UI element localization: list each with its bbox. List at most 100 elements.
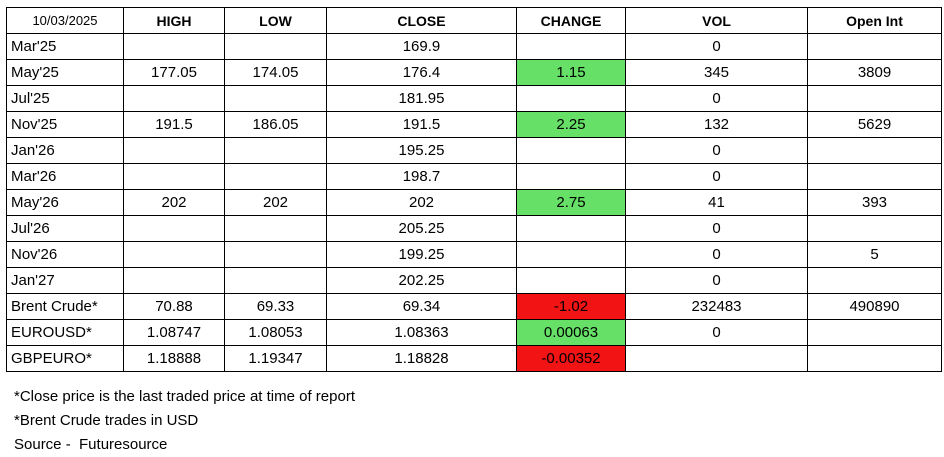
table-row: Brent Crude* 70.88 69.33 69.34 -1.02 232483 49… [6,293,942,320]
cell-change: -0.00352 [516,345,626,372]
cell-close: 195.25 [326,137,517,164]
cell-vol: 232483 [625,293,808,320]
table-row: May'26 202 202 202 2.75 41 393 [6,189,942,216]
cell-high: 1.08747 [123,319,225,346]
cell-vol: 0 [625,267,808,294]
cell-open-int [807,267,942,294]
header-low: LOW [224,7,327,34]
table-row: Mar'25 169.9 0 [6,33,942,60]
header-row: 10/03/2025 HIGH LOW CLOSE CHANGE VOL Ope… [6,7,942,34]
cell-low: 69.33 [224,293,327,320]
cell-vol: 0 [625,319,808,346]
cell-close: 191.5 [326,111,517,138]
cell-open-int: 3809 [807,59,942,86]
cell-open-int: 490890 [807,293,942,320]
cell-change [516,267,626,294]
table-body: Mar'25 169.9 0 May'25 177.05 174.05 176.4 1.15 3… [6,33,942,372]
cell-high: 177.05 [123,59,225,86]
cell-change [516,215,626,242]
cell-open-int [807,319,942,346]
cell-open-int: 5629 [807,111,942,138]
cell-close: 169.9 [326,33,517,60]
cell-contract: Brent Crude* [6,293,124,320]
cell-vol: 0 [625,137,808,164]
cell-high [123,163,225,190]
footnote-brent-usd: *Brent Crude trades in USD [14,412,199,429]
cell-close: 199.25 [326,241,517,268]
table-row: EUROUSD* 1.08747 1.08053 1.08363 0.00063 0 [6,319,942,346]
cell-close: 1.18828 [326,345,517,372]
cell-vol: 0 [625,241,808,268]
table-row: Jan'26 195.25 0 [6,137,942,164]
cell-vol: 345 [625,59,808,86]
cell-change: 0.00063 [516,319,626,346]
cell-high: 70.88 [123,293,225,320]
cell-change: 2.25 [516,111,626,138]
cell-high: 191.5 [123,111,225,138]
cell-vol: 0 [625,163,808,190]
cell-contract: Mar'26 [6,163,124,190]
header-open-int: Open Int [807,7,942,34]
cell-close: 1.08363 [326,319,517,346]
cell-vol: 0 [625,33,808,60]
table-row: Mar'26 198.7 0 [6,163,942,190]
cell-change [516,163,626,190]
cell-contract: May'26 [6,189,124,216]
cell-low: 174.05 [224,59,327,86]
cell-change [516,241,626,268]
cell-open-int: 393 [807,189,942,216]
cell-high [123,137,225,164]
cell-high [123,215,225,242]
cell-low [224,33,327,60]
cell-vol [625,345,808,372]
footnote-source: Source - Futuresource [14,436,168,453]
cell-high [123,241,225,268]
futures-table-container: 10/03/2025 HIGH LOW CLOSE CHANGE VOL Ope… [6,7,942,372]
cell-contract: Mar'25 [6,33,124,60]
cell-high: 1.18888 [123,345,225,372]
futures-price-table: 10/03/2025 HIGH LOW CLOSE CHANGE VOL Ope… [6,7,942,372]
table-row: May'25 177.05 174.05 176.4 1.15 345 3809 [6,59,942,86]
cell-vol: 132 [625,111,808,138]
cell-high [123,85,225,112]
cell-open-int [807,137,942,164]
cell-change [516,137,626,164]
cell-contract: GBPEURO* [6,345,124,372]
cell-vol: 41 [625,189,808,216]
cell-open-int: 5 [807,241,942,268]
cell-close: 202 [326,189,517,216]
cell-open-int [807,85,942,112]
cell-contract: Jul'26 [6,215,124,242]
table-row: Jul'26 205.25 0 [6,215,942,242]
cell-close: 69.34 [326,293,517,320]
cell-open-int [807,215,942,242]
cell-low [224,137,327,164]
cell-low [224,241,327,268]
cell-change [516,33,626,60]
table-row: Jan'27 202.25 0 [6,267,942,294]
cell-close: 202.25 [326,267,517,294]
cell-close: 205.25 [326,215,517,242]
cell-contract: Jan'27 [6,267,124,294]
cell-contract: Nov'25 [6,111,124,138]
cell-vol: 0 [625,85,808,112]
table-row: Nov'26 199.25 0 5 [6,241,942,268]
cell-close: 181.95 [326,85,517,112]
cell-change: 1.15 [516,59,626,86]
cell-contract: Nov'26 [6,241,124,268]
table-row: Jul'25 181.95 0 [6,85,942,112]
cell-close: 198.7 [326,163,517,190]
cell-high [123,33,225,60]
cell-low: 186.05 [224,111,327,138]
cell-change: 2.75 [516,189,626,216]
cell-low [224,215,327,242]
cell-low [224,85,327,112]
cell-contract: Jan'26 [6,137,124,164]
cell-low [224,163,327,190]
cell-close: 176.4 [326,59,517,86]
cell-open-int [807,33,942,60]
header-date: 10/03/2025 [6,7,124,34]
cell-low: 1.08053 [224,319,327,346]
header-vol: VOL [625,7,808,34]
header-close: CLOSE [326,7,517,34]
